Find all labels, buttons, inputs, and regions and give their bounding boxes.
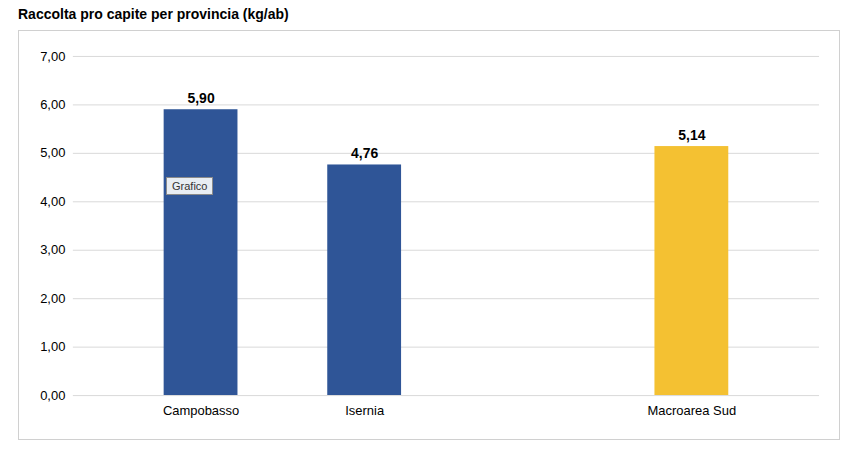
svg-text:1,00: 1,00	[40, 339, 65, 354]
svg-text:5,90: 5,90	[187, 90, 214, 106]
svg-text:7,00: 7,00	[40, 49, 65, 64]
svg-text:0,00: 0,00	[40, 388, 65, 403]
svg-text:Macroarea Sud: Macroarea Sud	[648, 403, 737, 418]
svg-text:6,00: 6,00	[40, 97, 65, 112]
svg-text:5,14: 5,14	[678, 127, 705, 143]
svg-text:3,00: 3,00	[40, 242, 65, 257]
html-text:Grafico: Grafico	[172, 180, 208, 193]
svg-text:2,00: 2,00	[40, 291, 65, 306]
svg-text:5,00: 5,00	[40, 145, 65, 160]
svg-text:Isernia: Isernia	[345, 403, 385, 418]
html-text:Raccolta pro capite per provin: Raccolta pro capite per provincia (kg/ab…	[18, 6, 289, 22]
svg-text:4,76: 4,76	[351, 145, 378, 161]
svg-text:4,00: 4,00	[40, 194, 65, 209]
svg-text:Campobasso: Campobasso	[163, 403, 239, 418]
